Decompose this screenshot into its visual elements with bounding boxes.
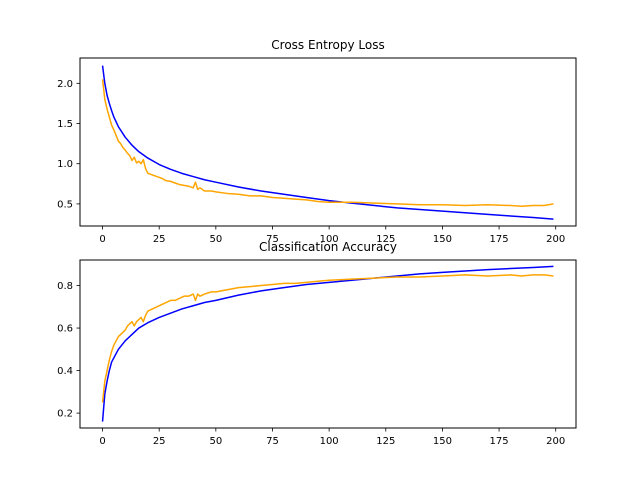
accuracy-lines <box>101 265 554 422</box>
loss-chart-title: Cross Entropy Loss <box>271 38 384 52</box>
accuracy-axes-frame <box>79 259 577 429</box>
accuracy-x-tick-label: 200 <box>546 436 565 447</box>
accuracy-chart-title: Classification Accuracy <box>259 240 397 254</box>
accuracy-x-tick-label: 100 <box>320 436 339 447</box>
loss-x-tick-label: 25 <box>153 234 166 245</box>
loss-x-tick-label: 150 <box>433 234 452 245</box>
loss-x-tick-label: 200 <box>546 234 565 245</box>
loss-test-line <box>101 79 554 208</box>
loss-x-tick-label: 50 <box>209 234 222 245</box>
loss-x-tick-label: 175 <box>490 234 509 245</box>
loss-axes-frame <box>79 57 577 227</box>
accuracy-x-tick-label: 25 <box>153 436 166 447</box>
accuracy-y-tick-label: 0.8 <box>57 281 73 292</box>
accuracy-axis-ticks: 0 25 50 75 100 125 150 175 200 0.2 0.4 0.6 0.8 <box>57 281 565 447</box>
loss-y-tick-label: 0.5 <box>57 199 73 210</box>
loss-lines <box>101 65 554 220</box>
loss-x-tick-label: 125 <box>376 234 395 245</box>
loss-x-tick-label: 100 <box>320 234 339 245</box>
loss-x-tick-label: 0 <box>99 234 105 245</box>
loss-y-tick-label: 1.5 <box>57 119 73 130</box>
accuracy-test-line <box>101 274 554 403</box>
accuracy-y-tick-label: 0.4 <box>57 366 73 377</box>
accuracy-x-tick-label: 75 <box>266 436 279 447</box>
accuracy-x-tick-label: 175 <box>490 436 509 447</box>
accuracy-train-line <box>101 265 554 422</box>
accuracy-y-tick-label: 0.6 <box>57 324 73 335</box>
loss-axis-ticks: 0 25 50 75 100 125 150 175 200 0.5 1.0 1.5 2.0 <box>57 79 565 245</box>
accuracy-x-tick-label: 125 <box>376 436 395 447</box>
accuracy-y-tick-label: 0.2 <box>57 409 73 420</box>
loss-x-tick-label: 75 <box>266 234 279 245</box>
accuracy-x-tick-label: 50 <box>209 436 222 447</box>
loss-train-line <box>101 65 554 220</box>
accuracy-subplot: 0 25 50 75 100 125 150 175 200 0.2 0.4 0.6 0.8 <box>57 259 577 447</box>
loss-subplot: Cross Entropy Loss 0 25 50 75 100 125 150 175 20… <box>57 38 577 245</box>
loss-y-tick-label: 2.0 <box>57 79 73 90</box>
accuracy-x-tick-label: 150 <box>433 436 452 447</box>
loss-y-tick-label: 1.0 <box>57 159 73 170</box>
accuracy-x-tick-label: 0 <box>99 436 105 447</box>
